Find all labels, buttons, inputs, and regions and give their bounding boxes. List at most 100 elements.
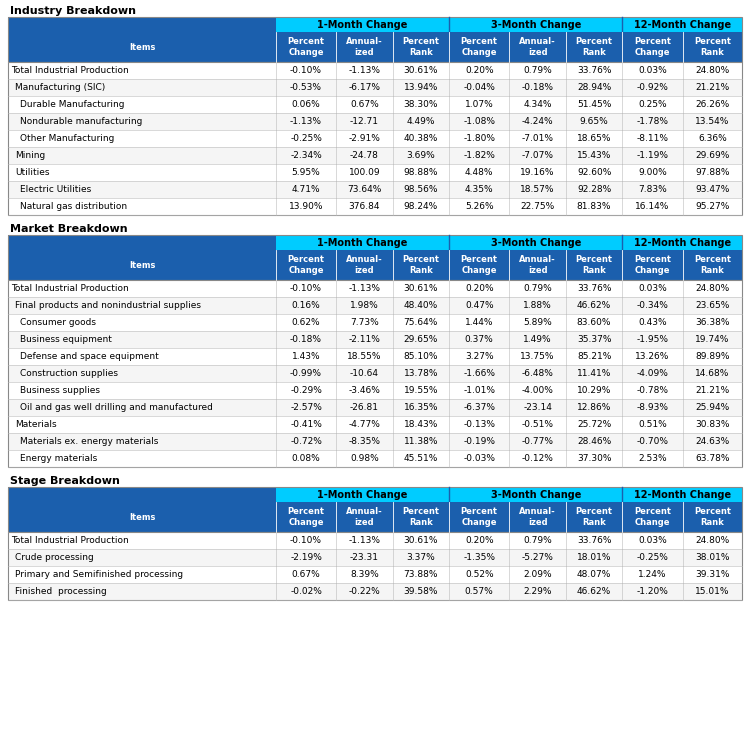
Text: Percent
Rank: Percent Rank (575, 37, 613, 57)
Bar (8, 502, 742, 532)
Text: 1.07%: 1.07% (465, 100, 494, 109)
Text: -0.10%: -0.10% (290, 66, 322, 75)
Bar (8, 280, 742, 467)
Text: 18.65%: 18.65% (577, 134, 611, 143)
Text: -8.11%: -8.11% (637, 134, 668, 143)
Text: Percent
Rank: Percent Rank (575, 507, 613, 527)
Text: 9.65%: 9.65% (580, 117, 608, 126)
Text: 93.47%: 93.47% (695, 185, 730, 194)
Text: Stage Breakdown: Stage Breakdown (10, 476, 120, 485)
Bar (8, 583, 742, 600)
Text: 23.65%: 23.65% (695, 301, 730, 310)
Text: Percent
Change: Percent Change (287, 37, 325, 57)
Text: 4.71%: 4.71% (292, 185, 320, 194)
Text: 0.51%: 0.51% (638, 420, 667, 429)
Text: 13.54%: 13.54% (695, 117, 730, 126)
Text: 45.51%: 45.51% (404, 454, 438, 463)
Text: 8.39%: 8.39% (350, 570, 379, 579)
Text: 0.20%: 0.20% (465, 284, 494, 293)
Text: Percent
Change: Percent Change (634, 507, 671, 527)
Text: 29.69%: 29.69% (695, 151, 730, 160)
Text: -0.72%: -0.72% (290, 437, 322, 446)
Text: 100.09: 100.09 (349, 168, 380, 177)
Bar (622, 17, 742, 32)
Text: 1.43%: 1.43% (292, 352, 320, 361)
Text: -0.02%: -0.02% (290, 587, 322, 596)
Text: Annual-
ized: Annual- ized (346, 37, 382, 57)
Text: 24.63%: 24.63% (695, 437, 730, 446)
Text: 0.20%: 0.20% (465, 66, 494, 75)
Text: Finished  processing: Finished processing (16, 587, 107, 596)
Text: -0.18%: -0.18% (521, 83, 554, 92)
Bar (8, 365, 742, 382)
Text: Business equipment: Business equipment (20, 335, 112, 344)
Text: Utilities: Utilities (16, 168, 50, 177)
Text: 33.76%: 33.76% (577, 284, 611, 293)
Text: 0.67%: 0.67% (292, 570, 320, 579)
Bar (276, 17, 449, 32)
Text: 2.53%: 2.53% (638, 454, 667, 463)
Text: 6.36%: 6.36% (698, 134, 727, 143)
Text: Percent
Rank: Percent Rank (694, 255, 730, 275)
Bar (8, 297, 742, 314)
Text: 21.21%: 21.21% (695, 386, 730, 395)
Bar (8, 79, 742, 96)
Text: -2.11%: -2.11% (349, 335, 380, 344)
Text: 36.38%: 36.38% (695, 318, 730, 327)
Text: -0.53%: -0.53% (290, 83, 322, 92)
Bar (8, 450, 742, 467)
Text: 0.79%: 0.79% (524, 284, 552, 293)
Text: 85.10%: 85.10% (404, 352, 438, 361)
Bar (8, 62, 742, 215)
Bar (8, 17, 742, 62)
Bar (622, 235, 742, 250)
Text: 18.43%: 18.43% (404, 420, 438, 429)
Text: 3.27%: 3.27% (465, 352, 494, 361)
Bar (8, 32, 742, 62)
Text: -0.04%: -0.04% (464, 83, 495, 92)
Text: 16.14%: 16.14% (635, 202, 670, 211)
Text: Percent
Change: Percent Change (460, 255, 498, 275)
Text: 73.88%: 73.88% (404, 570, 438, 579)
Text: -26.81: -26.81 (350, 403, 379, 412)
Text: Percent
Rank: Percent Rank (402, 37, 439, 57)
Text: Percent
Rank: Percent Rank (575, 255, 613, 275)
Text: 13.94%: 13.94% (404, 83, 438, 92)
Text: 3-Month Change: 3-Month Change (490, 238, 581, 248)
Text: 46.62%: 46.62% (577, 301, 611, 310)
Text: 24.80%: 24.80% (695, 284, 730, 293)
Text: 83.60%: 83.60% (577, 318, 611, 327)
Text: -0.77%: -0.77% (521, 437, 554, 446)
Text: 13.78%: 13.78% (404, 369, 438, 378)
Text: Crude processing: Crude processing (16, 553, 94, 562)
Text: 97.88%: 97.88% (695, 168, 730, 177)
Text: Percent
Change: Percent Change (287, 255, 325, 275)
Text: 22.75%: 22.75% (520, 202, 555, 211)
Text: 12.86%: 12.86% (577, 403, 611, 412)
Text: Annual-
ized: Annual- ized (519, 37, 556, 57)
Text: 19.55%: 19.55% (404, 386, 438, 395)
Text: 0.62%: 0.62% (292, 318, 320, 327)
Bar (8, 487, 742, 532)
Text: -0.34%: -0.34% (637, 301, 668, 310)
Bar (8, 331, 742, 348)
Text: -1.13%: -1.13% (348, 284, 380, 293)
Text: 37.30%: 37.30% (577, 454, 611, 463)
Text: 13.75%: 13.75% (520, 352, 555, 361)
Text: 1-Month Change: 1-Month Change (317, 238, 408, 248)
Text: 0.08%: 0.08% (292, 454, 320, 463)
Text: 95.27%: 95.27% (695, 202, 730, 211)
Text: -1.20%: -1.20% (637, 587, 668, 596)
Text: 4.34%: 4.34% (524, 100, 552, 109)
Bar (276, 235, 449, 250)
Text: Total Industrial Production: Total Industrial Production (11, 284, 129, 293)
Text: 13.26%: 13.26% (635, 352, 670, 361)
Bar (8, 235, 742, 280)
Text: Manufacturing (SIC): Manufacturing (SIC) (16, 83, 106, 92)
Text: Percent
Change: Percent Change (460, 507, 498, 527)
Text: -1.13%: -1.13% (348, 66, 380, 75)
Text: 0.52%: 0.52% (465, 570, 494, 579)
Text: Nondurable manufacturing: Nondurable manufacturing (20, 117, 142, 126)
Text: -7.01%: -7.01% (521, 134, 554, 143)
Bar (8, 164, 742, 181)
